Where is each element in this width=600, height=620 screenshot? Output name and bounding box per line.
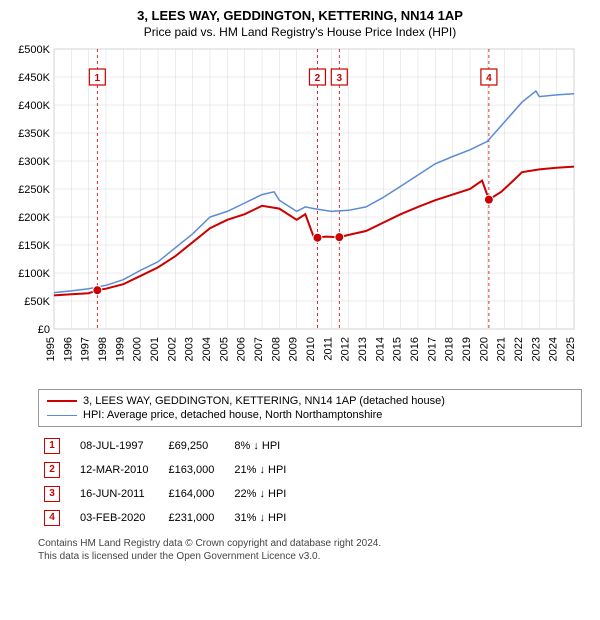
footer: Contains HM Land Registry data © Crown c… — [38, 537, 582, 563]
footer-line-1: Contains HM Land Registry data © Crown c… — [38, 537, 582, 550]
svg-text:2014: 2014 — [374, 337, 386, 361]
legend-label: HPI: Average price, detached house, Nort… — [83, 409, 382, 421]
svg-text:2008: 2008 — [270, 337, 282, 361]
svg-text:£250K: £250K — [18, 184, 50, 196]
legend: 3, LEES WAY, GEDDINGTON, KETTERING, NN14… — [38, 389, 582, 427]
svg-text:2005: 2005 — [218, 337, 230, 361]
svg-text:2010: 2010 — [305, 337, 317, 361]
svg-text:2015: 2015 — [392, 337, 404, 361]
table-row: 3 16-JUN-2011£164,00022% ↓ HPI — [40, 483, 300, 505]
svg-text:2025: 2025 — [565, 337, 577, 361]
svg-text:2013: 2013 — [357, 337, 369, 361]
svg-text:1999: 1999 — [114, 337, 126, 361]
chart-plot: £0 £50K £100K £150K £200K £250K £300K £350K £400… — [10, 43, 590, 383]
marker-number: 4 — [44, 510, 60, 526]
svg-text:2019: 2019 — [461, 337, 473, 361]
svg-text:2007: 2007 — [253, 337, 265, 361]
svg-text:£400K: £400K — [18, 100, 50, 112]
tx-price: £164,000 — [164, 483, 228, 505]
legend-swatch — [47, 400, 77, 402]
svg-text:1998: 1998 — [97, 337, 109, 361]
svg-text:£300K: £300K — [18, 156, 50, 168]
tx-price: £163,000 — [164, 459, 228, 481]
svg-text:1996: 1996 — [62, 337, 74, 361]
tx-diff: 22% ↓ HPI — [230, 483, 300, 505]
table-row: 4 03-FEB-2020£231,00031% ↓ HPI — [40, 507, 300, 529]
svg-text:£50K: £50K — [24, 296, 50, 308]
svg-text:2011: 2011 — [322, 337, 334, 361]
tx-date: 08-JUL-1997 — [76, 435, 162, 457]
svg-text:3: 3 — [337, 73, 343, 84]
svg-text:£100K: £100K — [18, 268, 50, 280]
svg-text:£0: £0 — [38, 324, 50, 336]
svg-text:1997: 1997 — [80, 337, 92, 361]
svg-text:2016: 2016 — [409, 337, 421, 361]
legend-swatch — [47, 415, 77, 416]
svg-text:2001: 2001 — [149, 337, 161, 361]
legend-row: HPI: Average price, detached house, Nort… — [47, 408, 573, 422]
svg-text:2024: 2024 — [548, 337, 560, 361]
tx-date: 03-FEB-2020 — [76, 507, 162, 529]
legend-label: 3, LEES WAY, GEDDINGTON, KETTERING, NN14… — [83, 395, 445, 407]
svg-text:2003: 2003 — [184, 337, 196, 361]
svg-text:£350K: £350K — [18, 128, 50, 140]
svg-text:2004: 2004 — [201, 337, 213, 361]
marker-number: 3 — [44, 486, 60, 502]
marker-number: 1 — [44, 438, 60, 454]
svg-text:2002: 2002 — [166, 337, 178, 361]
svg-text:2023: 2023 — [530, 337, 542, 361]
chart-svg: £0 £50K £100K £150K £200K £250K £300K £350K £400… — [10, 43, 590, 383]
tx-diff: 31% ↓ HPI — [230, 507, 300, 529]
svg-text:2000: 2000 — [132, 337, 144, 361]
svg-text:2: 2 — [315, 73, 321, 84]
svg-text:£200K: £200K — [18, 212, 50, 224]
chart-subtitle: Price paid vs. HM Land Registry's House … — [0, 25, 600, 39]
tx-price: £69,250 — [164, 435, 228, 457]
svg-text:2020: 2020 — [478, 337, 490, 361]
svg-text:£500K: £500K — [18, 44, 50, 56]
tx-date: 16-JUN-2011 — [76, 483, 162, 505]
svg-text:2009: 2009 — [288, 337, 300, 361]
legend-row: 3, LEES WAY, GEDDINGTON, KETTERING, NN14… — [47, 394, 573, 408]
svg-text:2021: 2021 — [496, 337, 508, 361]
table-row: 2 12-MAR-2010£163,00021% ↓ HPI — [40, 459, 300, 481]
svg-text:2018: 2018 — [444, 337, 456, 361]
tx-diff: 8% ↓ HPI — [230, 435, 300, 457]
table-row: 1 08-JUL-1997£69,2508% ↓ HPI — [40, 435, 300, 457]
chart-title: 3, LEES WAY, GEDDINGTON, KETTERING, NN14… — [0, 8, 600, 23]
tx-date: 12-MAR-2010 — [76, 459, 162, 481]
marker-number: 2 — [44, 462, 60, 478]
svg-text:£150K: £150K — [18, 240, 50, 252]
svg-text:1: 1 — [95, 73, 101, 84]
svg-text:2022: 2022 — [513, 337, 525, 361]
tx-diff: 21% ↓ HPI — [230, 459, 300, 481]
svg-text:£450K: £450K — [18, 72, 50, 84]
transactions-table: 108-JUL-1997£69,2508% ↓ HPI212-MAR-2010£… — [38, 433, 302, 531]
svg-text:1995: 1995 — [45, 337, 57, 361]
svg-text:2006: 2006 — [236, 337, 248, 361]
footer-line-2: This data is licensed under the Open Gov… — [38, 550, 582, 563]
svg-text:4: 4 — [486, 73, 492, 84]
chart-titles: 3, LEES WAY, GEDDINGTON, KETTERING, NN14… — [0, 0, 600, 43]
tx-price: £231,000 — [164, 507, 228, 529]
svg-text:2012: 2012 — [340, 337, 352, 361]
svg-text:2017: 2017 — [426, 337, 438, 361]
